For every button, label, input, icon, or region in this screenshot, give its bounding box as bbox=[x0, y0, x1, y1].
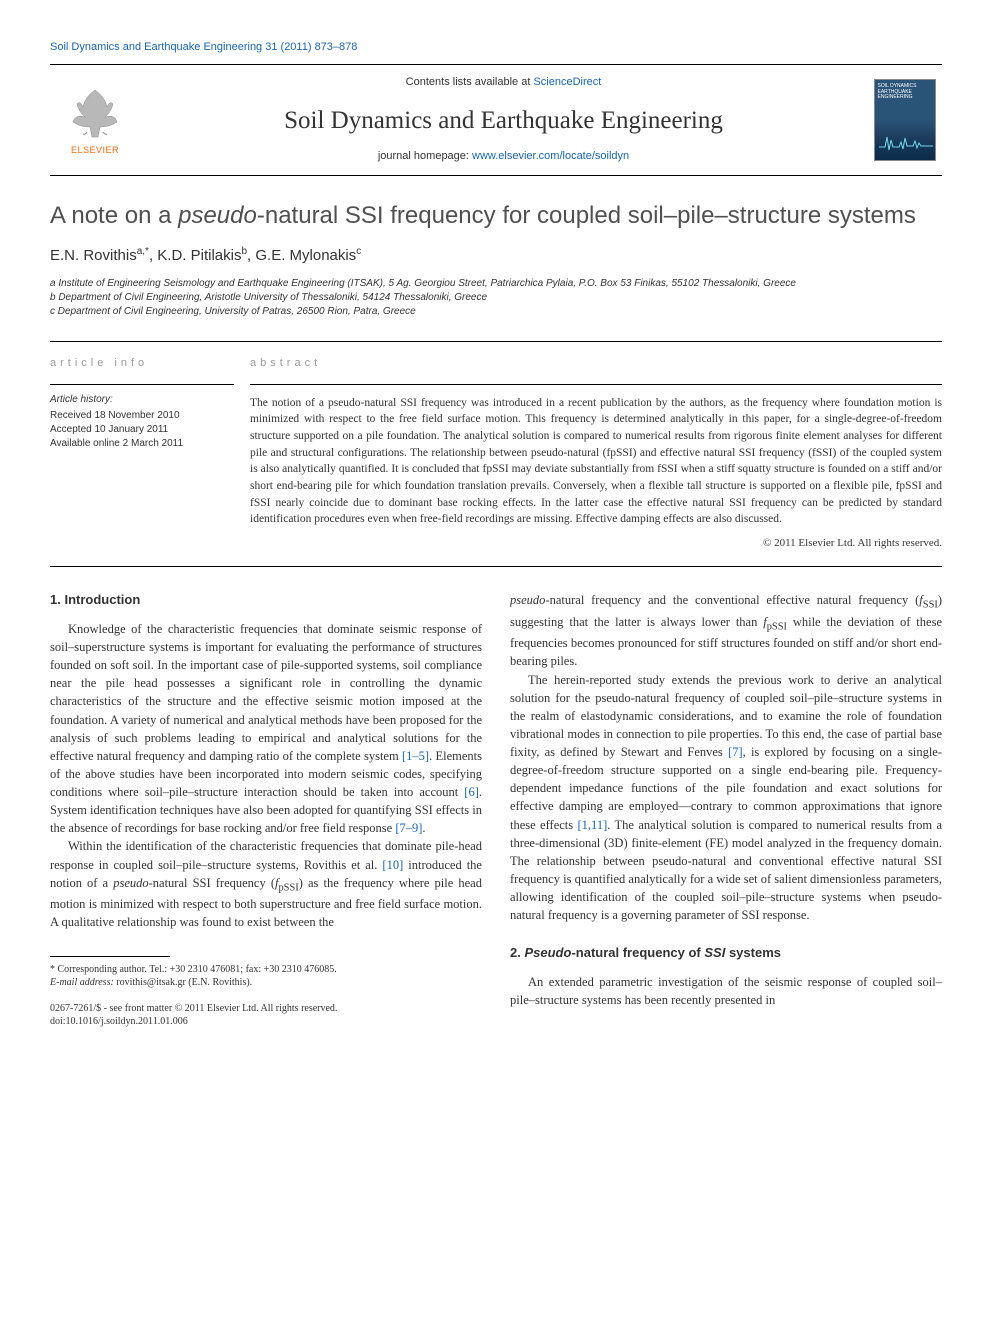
email-label: E-mail address: bbox=[50, 977, 114, 988]
homepage-line: journal homepage: www.elsevier.com/locat… bbox=[150, 149, 857, 165]
title-pre: A note on a bbox=[50, 202, 178, 229]
ref-7[interactable]: [7] bbox=[728, 745, 743, 759]
history-label: Article history: bbox=[50, 393, 234, 408]
citation-line: Soil Dynamics and Earthquake Engineering… bbox=[50, 40, 942, 56]
homepage-prefix: journal homepage: bbox=[378, 150, 472, 162]
footer-block: 0267-7261/$ - see front matter © 2011 El… bbox=[50, 1002, 482, 1029]
section-1-heading: 1. Introduction bbox=[50, 591, 482, 610]
info-abstract-row: article info Article history: Received 1… bbox=[50, 341, 942, 567]
footer-doi: doi:10.1016/j.soildyn.2011.01.006 bbox=[50, 1015, 482, 1029]
history-online: Available online 2 March 2011 bbox=[50, 437, 234, 451]
affiliations: a Institute of Engineering Seismology an… bbox=[50, 277, 942, 319]
author-3-mark: c bbox=[356, 246, 361, 257]
article-title: A note on a pseudo-natural SSI frequency… bbox=[50, 201, 942, 231]
title-post: -natural SSI frequency for coupled soil–… bbox=[257, 202, 916, 229]
cover-wave-icon bbox=[877, 132, 935, 152]
ref-6[interactable]: [6] bbox=[464, 785, 479, 799]
affiliation-c: c Department of Civil Engineering, Unive… bbox=[50, 305, 942, 319]
cover-thumbnail: SOIL DYNAMICS EARTHQUAKE ENGINEERING bbox=[874, 79, 936, 161]
sec2-p1: An extended parametric investigation of … bbox=[510, 973, 942, 1009]
abstract-rule bbox=[250, 384, 942, 385]
journal-cover: SOIL DYNAMICS EARTHQUAKE ENGINEERING bbox=[867, 65, 942, 175]
ref-1-11[interactable]: [1,11] bbox=[578, 818, 608, 832]
abstract-heading: abstract bbox=[250, 356, 942, 372]
history-received: Received 18 November 2010 bbox=[50, 409, 234, 423]
section-2-heading: 2. Pseudo-natural frequency of SSI syste… bbox=[510, 944, 942, 963]
affiliation-a: a Institute of Engineering Seismology an… bbox=[50, 277, 942, 291]
elsevier-label: ELSEVIER bbox=[71, 144, 119, 157]
email-footnote: E-mail address: rovithis@itsak.gr (E.N. … bbox=[50, 976, 482, 990]
article-info-col: article info Article history: Received 1… bbox=[50, 342, 250, 566]
header-center: Contents lists available at ScienceDirec… bbox=[140, 65, 867, 175]
abstract-text: The notion of a pseudo-natural SSI frequ… bbox=[250, 395, 942, 528]
right-p2: The herein-reported study extends the pr… bbox=[510, 671, 942, 925]
left-col: 1. Introduction Knowledge of the charact… bbox=[50, 591, 482, 1028]
sciencedirect-link[interactable]: ScienceDirect bbox=[533, 76, 601, 88]
contents-prefix: Contents lists available at bbox=[406, 76, 534, 88]
ref-7-9[interactable]: [7–9] bbox=[395, 821, 422, 835]
author-1-mark: a,* bbox=[137, 246, 149, 257]
contents-line: Contents lists available at ScienceDirec… bbox=[150, 75, 857, 91]
title-em: pseudo bbox=[178, 202, 257, 229]
elsevier-logo: ELSEVIER bbox=[50, 65, 140, 175]
journal-name: Soil Dynamics and Earthquake Engineering bbox=[150, 103, 857, 139]
footnote-separator bbox=[50, 956, 170, 957]
abstract-col: abstract The notion of a pseudo-natural … bbox=[250, 342, 942, 566]
right-p1: pseudo-natural frequency and the convent… bbox=[510, 591, 942, 670]
history-accepted: Accepted 10 January 2011 bbox=[50, 423, 234, 437]
cover-title-text: SOIL DYNAMICS EARTHQUAKE ENGINEERING bbox=[878, 84, 932, 101]
right-col: pseudo-natural frequency and the convent… bbox=[510, 591, 942, 1028]
journal-header: ELSEVIER Contents lists available at Sci… bbox=[50, 64, 942, 176]
intro-p2: Within the identification of the charact… bbox=[50, 837, 482, 931]
intro-p1: Knowledge of the characteristic frequenc… bbox=[50, 620, 482, 838]
elsevier-tree-icon bbox=[65, 82, 125, 142]
authors-line: E.N. Rovithisa,*, K.D. Pitilakisb, G.E. … bbox=[50, 245, 942, 267]
ref-1-5[interactable]: [1–5] bbox=[402, 749, 429, 763]
author-1: E.N. Rovithis bbox=[50, 247, 137, 264]
ref-10[interactable]: [10] bbox=[382, 858, 403, 872]
author-3: G.E. Mylonakis bbox=[255, 247, 356, 264]
homepage-link[interactable]: www.elsevier.com/locate/soildyn bbox=[472, 150, 629, 162]
author-2: K.D. Pitilakis bbox=[157, 247, 241, 264]
body-two-col: 1. Introduction Knowledge of the charact… bbox=[50, 591, 942, 1028]
abstract-copyright: © 2011 Elsevier Ltd. All rights reserved… bbox=[250, 536, 942, 552]
corr-author-footnote: * Corresponding author. Tel.: +30 2310 4… bbox=[50, 963, 482, 977]
affiliation-b: b Department of Civil Engineering, Arist… bbox=[50, 291, 942, 305]
author-2-mark: b bbox=[241, 246, 247, 257]
article-info-heading: article info bbox=[50, 356, 234, 372]
email-value: rovithis@itsak.gr (E.N. Rovithis). bbox=[116, 977, 252, 988]
footer-line1: 0267-7261/$ - see front matter © 2011 El… bbox=[50, 1002, 482, 1016]
info-rule bbox=[50, 384, 234, 385]
